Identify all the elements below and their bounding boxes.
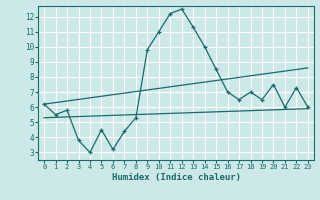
X-axis label: Humidex (Indice chaleur): Humidex (Indice chaleur) bbox=[111, 173, 241, 182]
